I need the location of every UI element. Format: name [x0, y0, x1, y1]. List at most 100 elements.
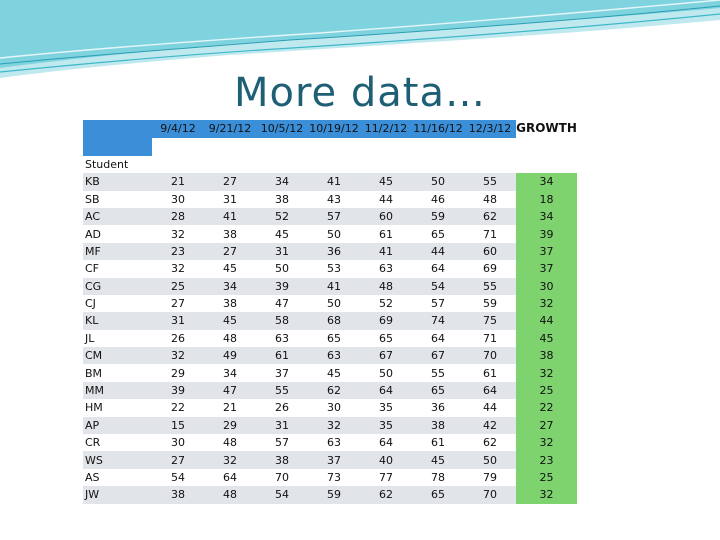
score-cell: 65 — [412, 486, 464, 504]
score-cell: 63 — [360, 260, 412, 278]
student-name-cell: MM — [83, 381, 152, 400]
table-body: 9/4/12 9/21/12 10/5/12 10/19/12 11/2/12 … — [83, 120, 577, 504]
table-row: MF 23 27 31 36 41 44 60 37 — [83, 242, 577, 261]
table-row: MM 39 47 55 62 64 65 64 25 — [83, 381, 577, 400]
score-cell: 15 — [152, 416, 204, 435]
growth-cell: 37 — [516, 260, 577, 278]
growth-header: GROWTH — [516, 121, 577, 136]
score-cell: 65 — [308, 329, 360, 348]
slide-title: More data… — [234, 70, 486, 116]
score-cell: 61 — [360, 225, 412, 243]
date-header: 12/3/12 — [464, 120, 516, 139]
score-cell: 48 — [360, 277, 412, 295]
score-cell: 44 — [412, 242, 464, 261]
growth-cell: 32 — [516, 364, 577, 382]
score-cell: 69 — [360, 312, 412, 330]
score-cell: 70 — [464, 486, 516, 504]
score-cell: 61 — [464, 364, 516, 382]
score-cell: 48 — [464, 190, 516, 208]
growth-cell: 23 — [516, 451, 577, 469]
student-name-cell: CF — [83, 260, 152, 278]
score-cell: 45 — [360, 173, 412, 191]
student-name-cell: HM — [83, 399, 152, 417]
growth-cell: 45 — [516, 329, 577, 348]
score-cell: 50 — [256, 260, 308, 278]
growth-cell: 37 — [516, 242, 577, 261]
score-cell: 65 — [412, 381, 464, 400]
table-row: CM 32 49 61 63 67 67 70 38 — [83, 347, 577, 365]
score-cell: 65 — [360, 329, 412, 348]
score-cell: 74 — [412, 312, 464, 330]
date-header: 11/2/12 — [360, 120, 412, 139]
score-cell: 60 — [464, 242, 516, 261]
score-cell: 31 — [152, 312, 204, 330]
score-cell: 67 — [360, 347, 412, 365]
score-cell: 73 — [308, 468, 360, 487]
student-header-row: Student — [83, 155, 577, 174]
growth-cell: 27 — [516, 416, 577, 435]
score-cell: 52 — [256, 207, 308, 226]
score-cell: 65 — [412, 225, 464, 243]
score-cell: 58 — [256, 312, 308, 330]
table-row: AC 28 41 52 57 60 59 62 34 — [83, 207, 577, 226]
score-cell: 30 — [152, 190, 204, 208]
score-cell: 28 — [152, 207, 204, 226]
table-row: JW 38 48 54 59 62 65 70 32 — [83, 486, 577, 504]
score-cell: 31 — [256, 416, 308, 435]
score-cell: 75 — [464, 312, 516, 330]
score-cell: 55 — [464, 277, 516, 295]
score-cell: 38 — [152, 486, 204, 504]
score-cell: 22 — [152, 399, 204, 417]
score-cell: 45 — [412, 451, 464, 469]
score-cell: 29 — [204, 416, 256, 435]
score-cell: 30 — [152, 434, 204, 452]
table-row: AD 32 38 45 50 61 65 71 39 — [83, 225, 577, 243]
score-cell: 34 — [256, 173, 308, 191]
score-cell: 59 — [412, 207, 464, 226]
score-cell: 62 — [308, 381, 360, 400]
score-cell: 35 — [360, 399, 412, 417]
score-cell: 43 — [308, 190, 360, 208]
score-cell: 59 — [308, 486, 360, 504]
score-cell: 62 — [360, 486, 412, 504]
student-name-cell: CR — [83, 434, 152, 452]
growth-cell: 34 — [516, 207, 577, 226]
student-name-cell: CM — [83, 347, 152, 365]
score-cell: 55 — [412, 364, 464, 382]
score-cell: 63 — [256, 329, 308, 348]
student-name-cell: AC — [83, 207, 152, 226]
score-cell: 21 — [204, 399, 256, 417]
score-cell: 50 — [308, 225, 360, 243]
student-name-cell: MF — [83, 242, 152, 261]
student-name-cell: AS — [83, 468, 152, 487]
score-cell: 35 — [360, 416, 412, 435]
score-cell: 62 — [464, 434, 516, 452]
score-cell: 34 — [204, 364, 256, 382]
score-cell: 32 — [152, 260, 204, 278]
growth-cell: 25 — [516, 381, 577, 400]
growth-cell: 32 — [516, 294, 577, 313]
score-cell: 70 — [256, 468, 308, 487]
growth-cell: 32 — [516, 434, 577, 452]
score-cell: 37 — [256, 364, 308, 382]
score-cell: 46 — [412, 190, 464, 208]
student-name-cell: AD — [83, 225, 152, 243]
score-cell: 38 — [256, 190, 308, 208]
student-name-cell: KB — [83, 173, 152, 191]
header-blank-cell — [83, 120, 152, 139]
score-cell: 41 — [308, 173, 360, 191]
table-row: WS 27 32 38 37 40 45 50 23 — [83, 451, 577, 469]
score-cell: 32 — [308, 416, 360, 435]
student-header: Student — [83, 155, 152, 174]
score-cell: 63 — [308, 347, 360, 365]
score-cell: 23 — [152, 242, 204, 261]
growth-cell: 22 — [516, 399, 577, 417]
table-row: BM 29 34 37 45 50 55 61 32 — [83, 364, 577, 382]
score-cell: 27 — [152, 294, 204, 313]
score-cell: 41 — [204, 207, 256, 226]
score-cell: 21 — [152, 173, 204, 191]
score-cell: 50 — [308, 294, 360, 313]
score-cell: 79 — [464, 468, 516, 487]
score-cell: 30 — [308, 399, 360, 417]
score-cell: 55 — [464, 173, 516, 191]
